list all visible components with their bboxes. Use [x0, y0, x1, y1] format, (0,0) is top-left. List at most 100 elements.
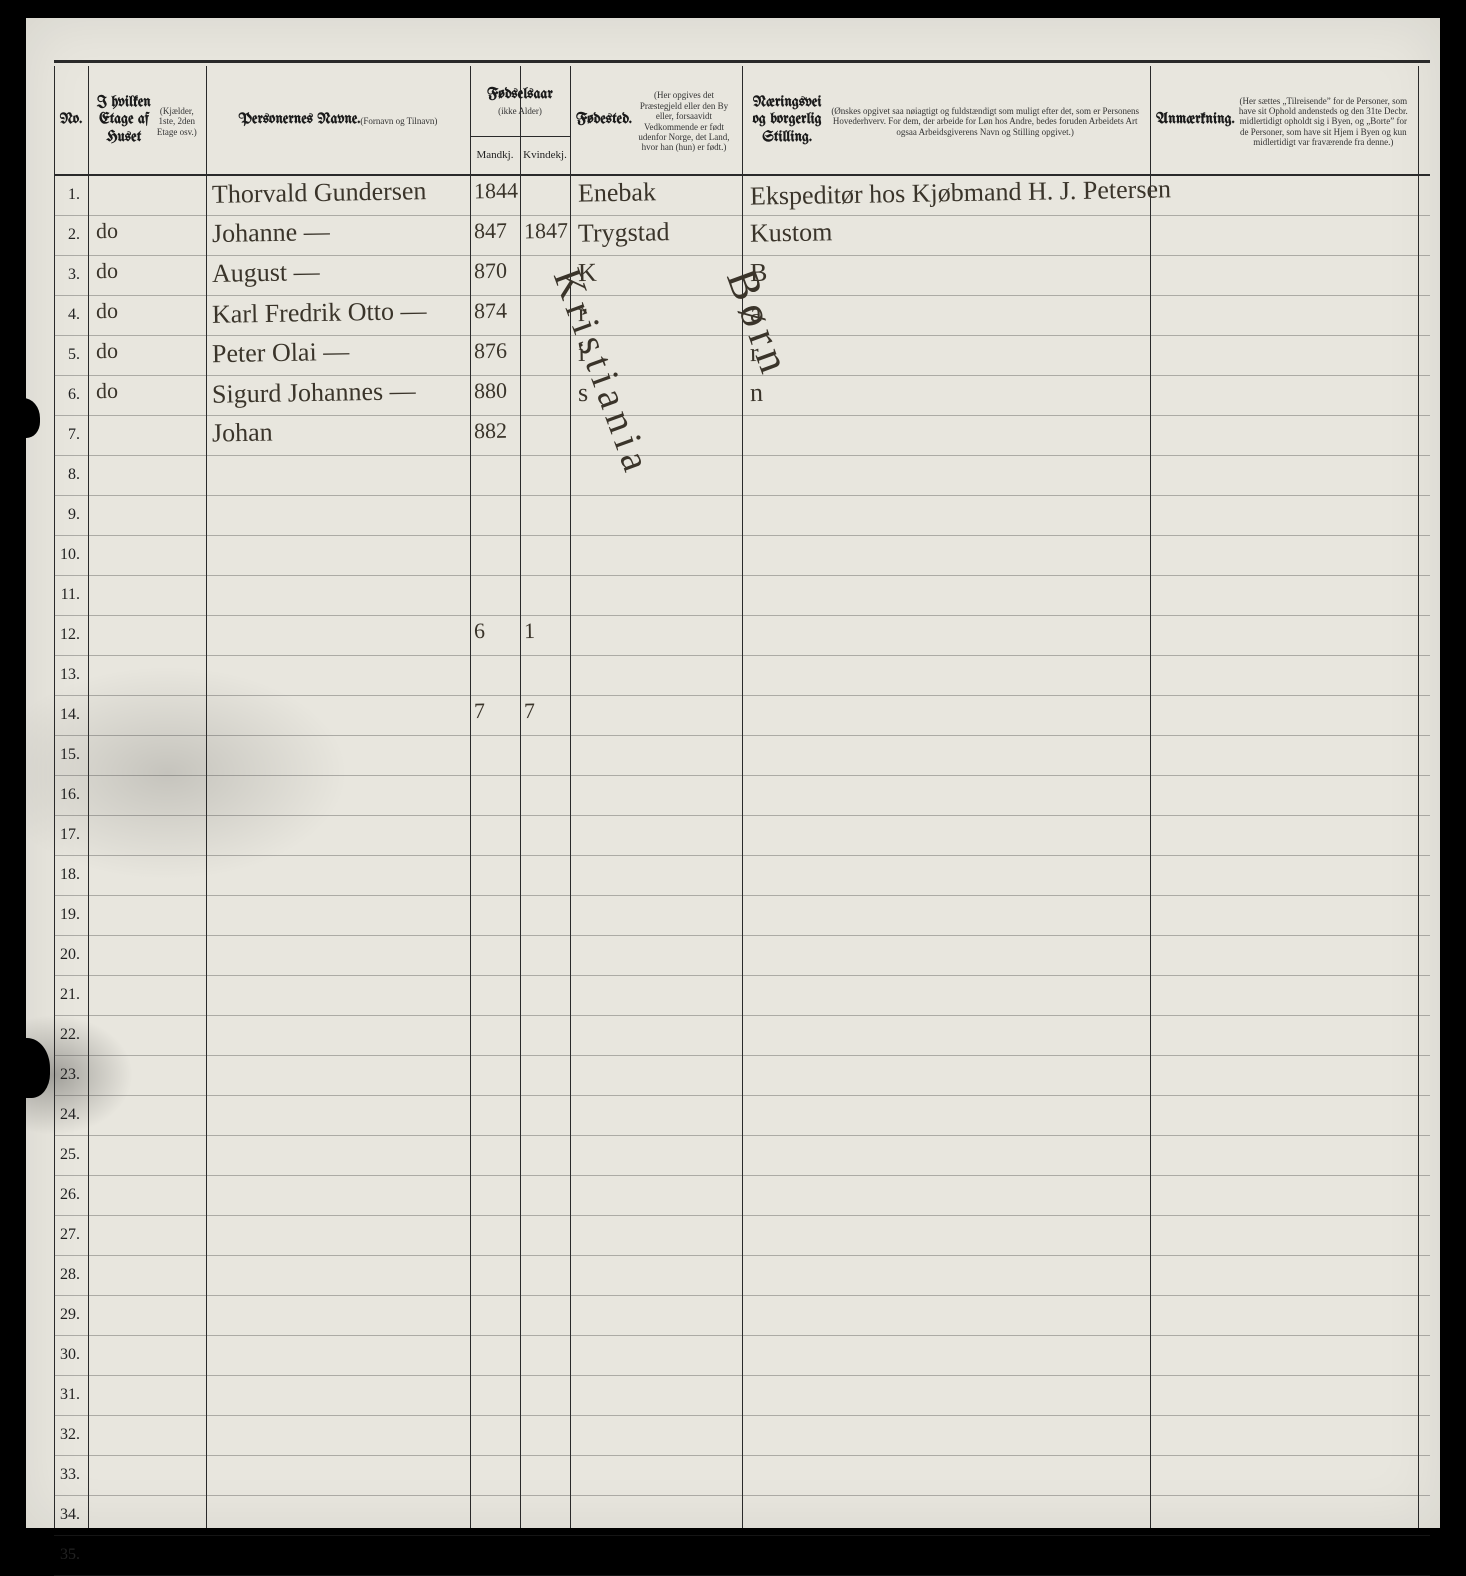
cell-year-k: 1 — [524, 618, 535, 644]
table-row: 9. — [54, 496, 1430, 536]
table-row: 17. — [54, 816, 1430, 856]
cell-year-m: 870 — [474, 258, 507, 285]
cell-year-m: 1844 — [474, 178, 518, 205]
cell-year-m: 7 — [474, 698, 485, 724]
row-number: 9. — [54, 506, 84, 524]
row-number: 3. — [54, 266, 84, 284]
cell-year-m: 874 — [474, 298, 507, 325]
header-title: Næringsvei og borgerlig Stilling. — [748, 94, 826, 146]
row-number: 2. — [54, 226, 84, 244]
cell-year-m: 880 — [474, 378, 507, 405]
column-header: Anmærkning.(Her sættes „Tilreisende” for… — [1150, 66, 1418, 174]
table-row: 31. — [54, 1376, 1430, 1416]
header-subtitle: (Her opgives det Præstegjeld eller den B… — [632, 90, 736, 152]
cell-name: Johanne — — [212, 217, 330, 249]
row-number: 5. — [54, 346, 84, 364]
row-number: 10. — [54, 546, 84, 564]
row-number: 24. — [54, 1106, 84, 1124]
census-table: No. I hvilken Etage af Huset(Kjælder, 1st… — [54, 66, 1430, 1528]
cell-name: August — — [212, 257, 320, 289]
cell-name: Thorvald Gundersen — [212, 176, 427, 210]
cell-year-m: 876 — [474, 338, 507, 365]
header-title: Personernes Navne. — [239, 111, 361, 128]
cell-year-k: 1847 — [524, 218, 568, 245]
table-row: 26. — [54, 1176, 1430, 1216]
cell-etage: do — [96, 218, 118, 244]
table-row: 20. — [54, 936, 1430, 976]
cell-name: Sigurd Johannes — — [212, 376, 416, 410]
table-row: 13. — [54, 656, 1430, 696]
cell-etage: do — [96, 258, 118, 284]
cell-etage: do — [96, 378, 118, 404]
subheader-male: Mandkj. — [470, 136, 520, 174]
row-number: 22. — [54, 1026, 84, 1044]
table-row: 11. — [54, 576, 1430, 616]
table-row: 6.doSigurd Johannes —880sn — [54, 376, 1430, 416]
table-row: 33. — [54, 1456, 1430, 1496]
table-row: 22. — [54, 1016, 1430, 1056]
column-header: Fødested.(Her opgives det Præstegjeld el… — [570, 66, 742, 174]
row-number: 29. — [54, 1306, 84, 1324]
scan-artifact — [6, 398, 40, 438]
row-number: 4. — [54, 306, 84, 324]
table-row: 7.Johan882 — [54, 416, 1430, 456]
row-number: 23. — [54, 1066, 84, 1084]
table-row: 15. — [54, 736, 1430, 776]
row-number: 21. — [54, 986, 84, 1004]
cell-occupation: Ekspeditør hos Kjøbmand H. J. Petersen — [750, 174, 1171, 211]
header-title: Fødselsaar — [487, 86, 553, 103]
cell-occupation: Kustom — [750, 217, 833, 248]
table-row: 12.61 — [54, 616, 1430, 656]
column-header: Fødselsaar (ikke Alder) — [470, 66, 570, 136]
table-row: 21. — [54, 976, 1430, 1016]
table-row: 23. — [54, 1056, 1430, 1096]
table-row: 1. Thorvald Gundersen 1844 Enebak Ekspeditør… — [54, 176, 1430, 216]
cell-year-k: 7 — [524, 698, 535, 724]
row-number: 15. — [54, 746, 84, 764]
table-row: 14.77 — [54, 696, 1430, 736]
header-title: Anmærkning. — [1156, 111, 1235, 128]
cell-name: Peter Olai — — [212, 337, 350, 369]
table-row: 18. — [54, 856, 1430, 896]
column-header: Personernes Navne.(Fornavn og Tilnavn) — [206, 66, 470, 174]
header-subtitle: (ikke Alder) — [487, 106, 553, 116]
row-number: 11. — [54, 586, 84, 604]
header-subtitle: (Her sættes „Tilreisende” for de Persone… — [1235, 96, 1412, 148]
table-row: 24. — [54, 1096, 1430, 1136]
header-title: Fødested. — [576, 111, 632, 128]
row-number: 30. — [54, 1346, 84, 1364]
header-title: No. — [60, 111, 82, 128]
row-number: 6. — [54, 386, 84, 404]
cell-etage: do — [96, 298, 118, 324]
table-row: 19. — [54, 896, 1430, 936]
row-number: 33. — [54, 1466, 84, 1484]
table-row: 16. — [54, 776, 1430, 816]
cell-name: Johan — [212, 417, 273, 448]
cell-year-m: 6 — [474, 618, 485, 644]
table-row: 34. — [54, 1496, 1430, 1536]
cell-birthplace: Trygstad — [578, 217, 670, 249]
row-number: 26. — [54, 1186, 84, 1204]
row-number: 31. — [54, 1386, 84, 1404]
table-row: 27. — [54, 1216, 1430, 1256]
cell-year-m: 847 — [474, 218, 507, 245]
cell-birthplace: Enebak — [578, 177, 656, 208]
scan-artifact — [4, 1038, 50, 1098]
column-header: Næringsvei og borgerlig Stilling.(Ønskes… — [742, 66, 1150, 174]
subheader-female: Kvindekj. — [520, 136, 570, 174]
table-row: 25. — [54, 1136, 1430, 1176]
row-number: 18. — [54, 866, 84, 884]
table-row: 29. — [54, 1296, 1430, 1336]
table-row: 32. — [54, 1416, 1430, 1456]
table-row: 10. — [54, 536, 1430, 576]
column-header: I hvilken Etage af Huset(Kjælder, 1ste, … — [88, 66, 206, 174]
table-row: 8. — [54, 456, 1430, 496]
row-number: 13. — [54, 666, 84, 684]
row-number: 27. — [54, 1226, 84, 1244]
table-row: 35. — [54, 1536, 1430, 1576]
header-subtitle: (Ønskes opgivet saa nøiagtigt og fuldstæ… — [826, 106, 1144, 137]
row-number: 1. — [54, 186, 84, 204]
row-number: 34. — [54, 1506, 84, 1524]
row-number: 14. — [54, 706, 84, 724]
table-row: 28. — [54, 1256, 1430, 1296]
